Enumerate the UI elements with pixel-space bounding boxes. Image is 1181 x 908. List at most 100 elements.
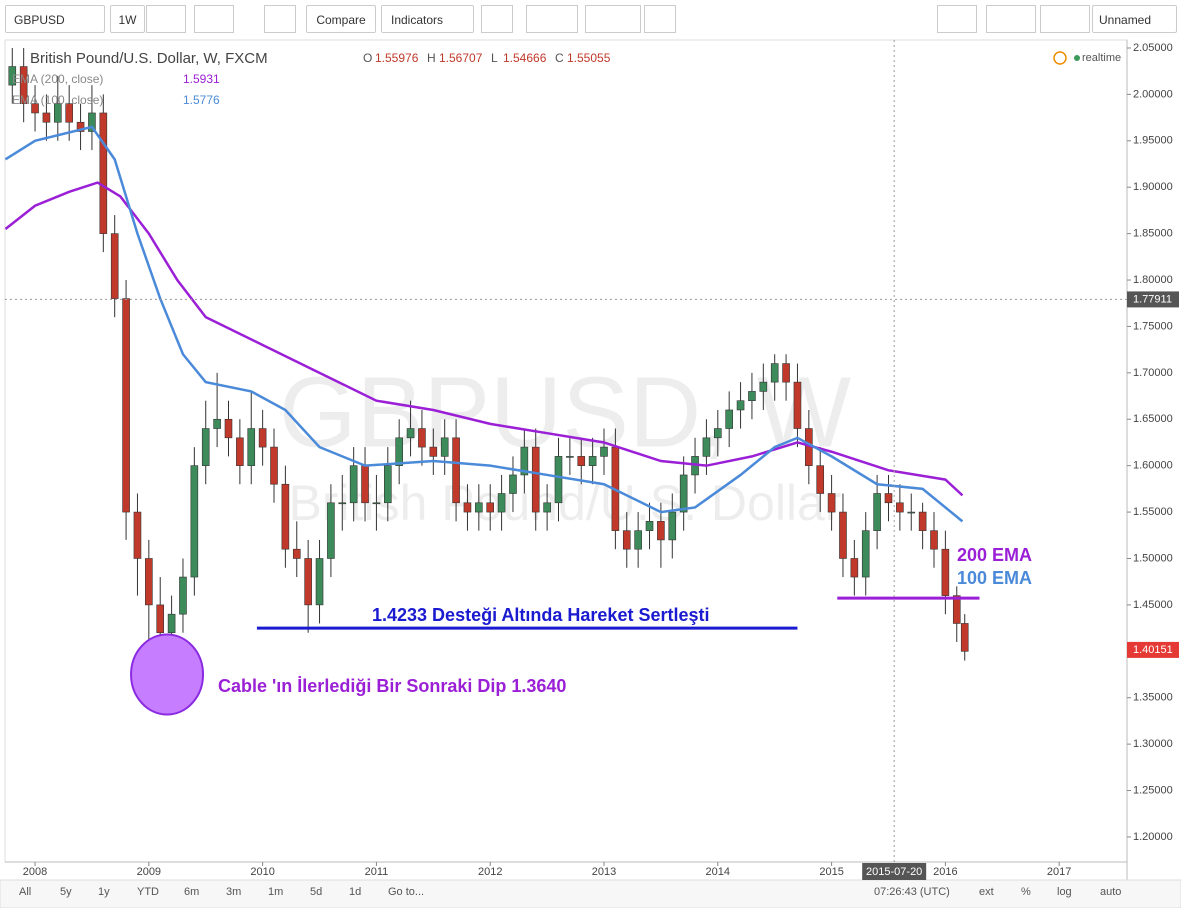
icon-button[interactable]: [481, 5, 513, 33]
option-button[interactable]: auto: [1100, 886, 1122, 898]
icon-button[interactable]: [194, 5, 234, 33]
icon-button[interactable]: [986, 5, 1036, 33]
candle-body: [960, 623, 969, 652]
ema-line: [4, 125, 964, 523]
crosshair-x-label: 2015-07-20: [866, 866, 922, 878]
candle-body: [42, 112, 51, 123]
candle-body: [622, 530, 631, 550]
candle-body: [327, 502, 335, 559]
candle-body: [349, 465, 358, 504]
y-tick-label: 1.35000: [1133, 692, 1173, 704]
range-button[interactable]: 1y: [98, 886, 110, 898]
range-button[interactable]: 5d: [310, 886, 323, 898]
ohlc-label: O: [363, 51, 372, 65]
crosshair-y-box: [1127, 291, 1179, 308]
range-button[interactable]: YTD: [137, 886, 159, 898]
icon-button[interactable]: [146, 5, 186, 33]
ema100-text: 100 EMA: [957, 568, 1032, 588]
y-tick-label: 1.70000: [1133, 367, 1173, 379]
icon-button[interactable]: [1040, 5, 1090, 33]
candle-body: [179, 576, 187, 615]
goto-button[interactable]: Go to...: [388, 886, 425, 898]
x-tick-label: 2017: [1047, 866, 1071, 878]
candle-body: [383, 465, 392, 504]
icon-button[interactable]: [526, 5, 578, 33]
legend-entry: EMA (100, close): [12, 93, 103, 107]
watermark: British Pound/U.S. Dollar: [288, 475, 841, 531]
alert-icon: [1053, 51, 1067, 65]
y-tick-label: 1.65000: [1133, 413, 1173, 425]
candle-body: [668, 511, 677, 541]
chart-title: British Pound/U.S. Dollar, W, FXCM: [30, 50, 268, 67]
candle-body: [554, 456, 563, 504]
x-tick-label: 2015: [819, 866, 843, 878]
y-tick-label: 1.45000: [1133, 599, 1173, 611]
candle-body: [713, 428, 722, 439]
range-button[interactable]: All: [19, 886, 32, 898]
range-button[interactable]: 1m: [268, 886, 284, 898]
range-button[interactable]: 1d: [349, 886, 362, 898]
realtime-label: realtime: [1082, 52, 1121, 64]
candle-body: [725, 409, 733, 429]
candle-body: [736, 400, 745, 411]
ohlc-label: H: [427, 51, 436, 65]
candle-body: [247, 428, 256, 466]
option-button[interactable]: log: [1057, 886, 1072, 898]
candle-body: [292, 548, 301, 559]
x-tick-label: 2011: [365, 866, 389, 878]
candle-body: [679, 474, 688, 513]
icon-button[interactable]: [264, 5, 296, 33]
candle-body: [31, 103, 39, 114]
realtime-dot: [1074, 55, 1080, 61]
layout-button[interactable]: Unnamed: [1092, 5, 1177, 33]
candle-body: [634, 530, 642, 550]
compare-button[interactable]: Compare: [306, 5, 376, 33]
candle-body: [861, 530, 870, 578]
range-button[interactable]: 6m: [184, 886, 200, 898]
candle-body: [873, 493, 881, 531]
candle-body: [839, 511, 847, 559]
legend-value: 1.5776: [183, 93, 220, 107]
candle-body: [281, 483, 290, 550]
legend-entry: EMA (200, close): [12, 72, 103, 86]
candle-body: [748, 391, 756, 401]
candle-body: [418, 428, 426, 448]
dip-circle: [130, 633, 205, 716]
crosshair-y-label: 1.77911: [1133, 293, 1172, 305]
candle-body: [236, 437, 244, 466]
y-tick-label: 1.95000: [1133, 135, 1173, 147]
icon-button[interactable]: [585, 5, 641, 33]
clock: 07:26:43 (UTC): [874, 886, 950, 898]
range-button[interactable]: 5y: [60, 886, 72, 898]
symbol-box[interactable]: GBPUSD: [5, 5, 105, 33]
interval-button[interactable]: 1W: [110, 5, 145, 33]
candle-body: [122, 298, 130, 513]
candle-body: [588, 456, 597, 466]
icon-button[interactable]: [644, 5, 676, 33]
candle-body: [896, 502, 904, 513]
y-tick-label: 2.05000: [1133, 42, 1173, 54]
last-price-label: 1.40151: [1133, 644, 1173, 656]
candle-body: [361, 465, 369, 504]
candle-body: [304, 558, 312, 606]
candle-body: [759, 381, 768, 392]
candle-body: [782, 363, 790, 383]
range-button[interactable]: 3m: [226, 886, 242, 898]
candle-body: [918, 511, 927, 531]
ema200-text: 200 EMA: [957, 545, 1032, 565]
x-tick-label: 2013: [592, 866, 616, 878]
candle-body: [65, 103, 73, 123]
candle-body: [930, 530, 938, 550]
candle-body: [611, 446, 620, 531]
y-tick-label: 1.50000: [1133, 552, 1173, 564]
plot-area: [4, 39, 1128, 863]
option-button[interactable]: %: [1021, 886, 1031, 898]
option-button[interactable]: ext: [979, 886, 994, 898]
icon-button[interactable]: [937, 5, 977, 33]
candle-body: [8, 66, 17, 86]
ohlc-value: 1.56707: [439, 51, 483, 65]
candle-body: [167, 613, 176, 634]
y-tick-label: 1.80000: [1133, 274, 1173, 286]
indicators-button[interactable]: Indicators: [381, 5, 474, 33]
